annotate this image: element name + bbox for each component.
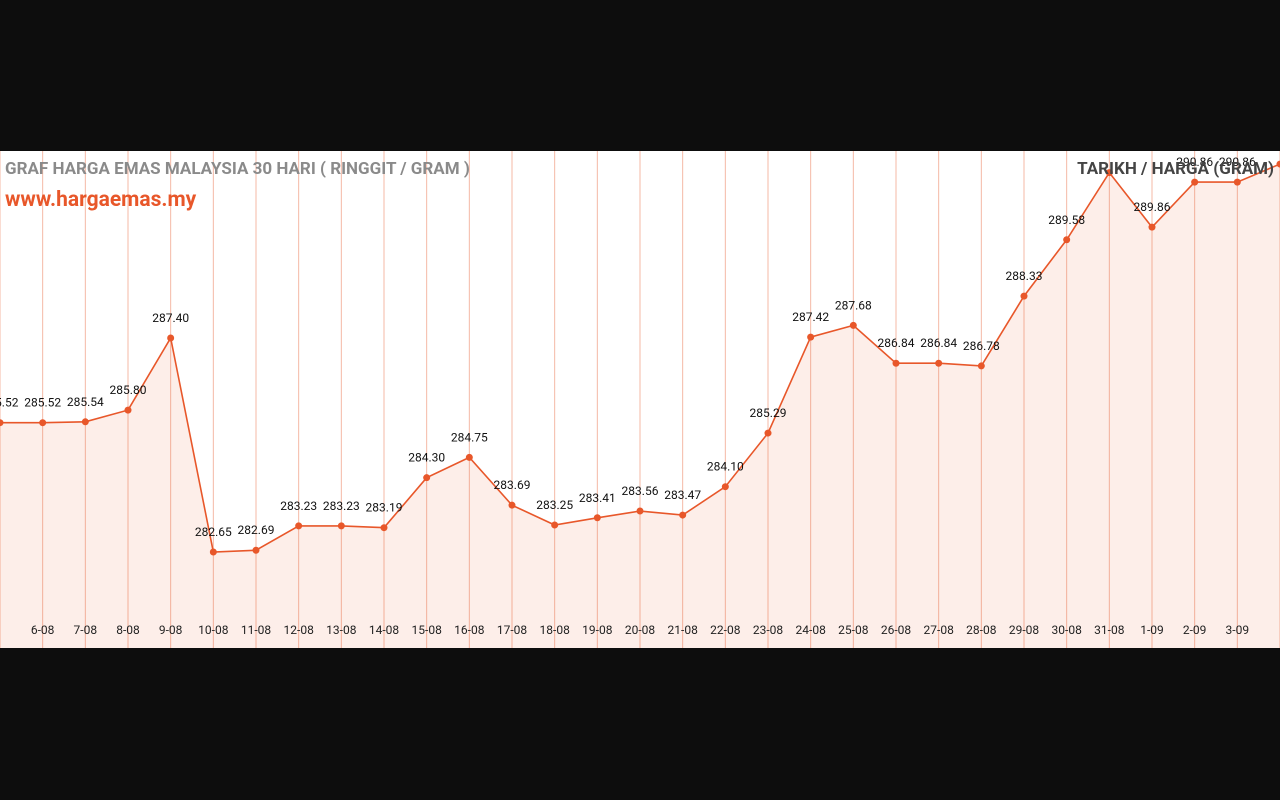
x-tick-label: 31-08 — [1094, 623, 1125, 637]
x-tick-label: 13-08 — [326, 623, 357, 637]
data-point — [295, 522, 303, 530]
legend-entry: TARIKH / HARGA (GRAM) — [1077, 159, 1274, 179]
value-label: 289.86 — [1134, 200, 1171, 214]
value-label: 284.10 — [707, 460, 744, 474]
value-label: 283.19 — [366, 501, 403, 515]
x-tick-label: 26-08 — [881, 623, 912, 637]
value-label: 285.29 — [750, 406, 787, 420]
chart-subtitle: www.hargaemas.my — [5, 188, 197, 212]
data-point — [1105, 169, 1113, 177]
data-point — [380, 524, 388, 532]
x-tick-label: 9-08 — [159, 623, 183, 637]
value-label: 283.69 — [494, 478, 531, 492]
data-point — [508, 501, 516, 509]
x-tick-label: 11-08 — [241, 623, 272, 637]
data-point — [465, 453, 473, 461]
value-label: 283.41 — [579, 491, 616, 505]
value-label: 286.78 — [963, 339, 1000, 353]
value-label: 286.84 — [878, 336, 915, 350]
plot-area: 285.52 285.52 285.54 285.80 287.40 282.65 282.… — [0, 151, 1280, 648]
value-label: 290.86 — [1219, 155, 1256, 169]
x-tick-label: 30-08 — [1052, 623, 1083, 637]
x-tick-label: 17-08 — [497, 623, 528, 637]
data-point — [252, 546, 260, 554]
x-tick-label: 21-08 — [668, 623, 699, 637]
x-tick-label: 29-08 — [1009, 623, 1040, 637]
data-point — [1233, 178, 1241, 186]
value-label: 286.84 — [920, 336, 957, 350]
value-label: 283.25 — [536, 498, 573, 512]
data-point — [39, 419, 47, 427]
x-tick-label: 22-08 — [710, 623, 741, 637]
x-tick-label: 19-08 — [582, 623, 613, 637]
x-tick-label: 10-08 — [198, 623, 229, 637]
data-point — [1276, 160, 1280, 168]
value-label: 290.86 — [1176, 155, 1213, 169]
value-label: 287.40 — [152, 311, 189, 325]
x-tick-label: 1-09 — [1140, 623, 1164, 637]
data-point — [124, 406, 132, 414]
data-point — [1148, 223, 1156, 231]
data-point — [337, 522, 345, 530]
data-point — [551, 521, 559, 529]
data-point — [977, 362, 985, 370]
data-point — [849, 321, 857, 329]
data-point — [1063, 236, 1071, 244]
value-label: 285.80 — [110, 383, 147, 397]
data-point — [807, 333, 815, 341]
x-tick-label: 6-08 — [31, 623, 55, 637]
value-label: 283.56 — [622, 484, 659, 498]
x-tick-label: 28-08 — [966, 623, 997, 637]
data-point — [721, 483, 729, 491]
value-label: 282.69 — [238, 523, 275, 537]
chart-title: GRAF HARGA EMAS MALAYSIA 30 HARI ( RINGG… — [5, 159, 470, 179]
x-tick-label: 12-08 — [284, 623, 315, 637]
x-tick-label: 24-08 — [796, 623, 827, 637]
value-label: 284.75 — [451, 430, 488, 444]
value-label: 289.58 — [1048, 213, 1085, 227]
value-label: 283.23 — [323, 499, 360, 513]
x-tick-label: 7-08 — [74, 623, 98, 637]
data-point — [679, 511, 687, 519]
data-point — [0, 419, 4, 427]
value-label: 283.23 — [280, 499, 317, 513]
x-tick-label: 27-08 — [924, 623, 955, 637]
x-tick-label: 20-08 — [625, 623, 656, 637]
value-label: 288.33 — [1006, 269, 1043, 283]
x-tick-label: 2-09 — [1183, 623, 1207, 637]
x-tick-label: 18-08 — [540, 623, 571, 637]
data-point — [209, 548, 217, 556]
data-point — [1020, 292, 1028, 300]
data-point — [1191, 178, 1199, 186]
data-point — [81, 418, 89, 426]
x-tick-label: 14-08 — [369, 623, 400, 637]
data-point — [167, 334, 175, 342]
x-tick-label: 16-08 — [454, 623, 485, 637]
value-label: 287.42 — [792, 310, 829, 324]
value-label: 285.54 — [67, 395, 104, 409]
x-tick-label: 23-08 — [753, 623, 784, 637]
x-tick-label: 15-08 — [412, 623, 443, 637]
data-point — [935, 359, 943, 367]
value-label: 282.65 — [195, 525, 232, 539]
data-point — [593, 514, 601, 522]
area-fill — [0, 164, 1280, 648]
data-point — [764, 429, 772, 437]
data-point — [423, 474, 431, 482]
value-label: 285.52 — [24, 396, 61, 410]
value-label: 284.30 — [408, 451, 445, 465]
x-tick-label: 8-08 — [116, 623, 140, 637]
value-label: 287.68 — [835, 298, 872, 312]
x-tick-label: 25-08 — [838, 623, 869, 637]
x-tick-label: 3-09 — [1226, 623, 1250, 637]
data-point — [636, 507, 644, 515]
value-label: 285.52 — [0, 396, 19, 410]
value-label: 283.47 — [664, 488, 701, 502]
data-point — [892, 359, 900, 367]
